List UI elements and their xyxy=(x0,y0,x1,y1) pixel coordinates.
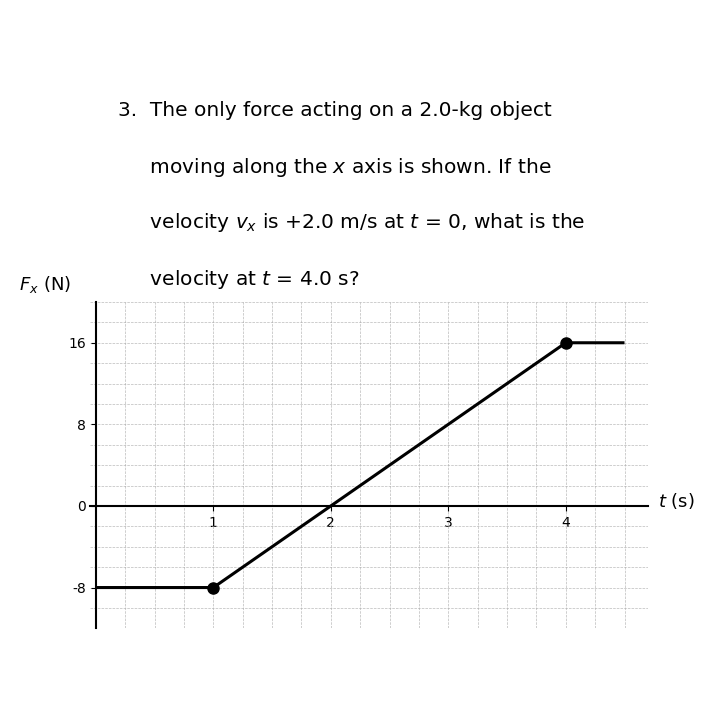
Text: velocity $v_x$ is +2.0 m/s at $t$ = 0, what is the: velocity $v_x$ is +2.0 m/s at $t$ = 0, w… xyxy=(118,211,585,234)
Text: 3.  The only force acting on a 2.0-kg object: 3. The only force acting on a 2.0-kg obj… xyxy=(118,101,552,120)
X-axis label: $t$ (s): $t$ (s) xyxy=(657,491,694,511)
Text: moving along the $x$ axis is shown. If the: moving along the $x$ axis is shown. If t… xyxy=(118,156,552,179)
Text: velocity at $t$ = 4.0 s?: velocity at $t$ = 4.0 s? xyxy=(118,268,359,292)
Y-axis label: $F_x$ (N): $F_x$ (N) xyxy=(19,275,71,295)
